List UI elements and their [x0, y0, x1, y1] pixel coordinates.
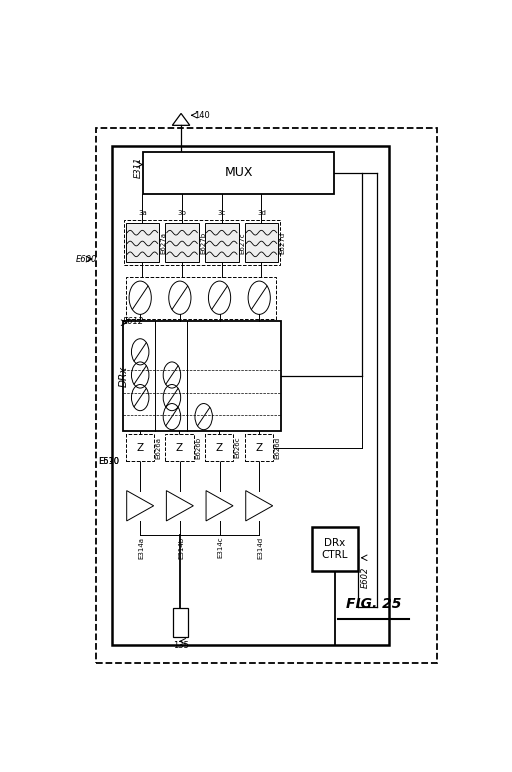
- Text: DRx: DRx: [119, 366, 129, 388]
- Text: Z: Z: [176, 442, 183, 452]
- Text: 135: 135: [173, 641, 188, 650]
- Text: E626a: E626a: [155, 436, 161, 459]
- Text: 140: 140: [194, 110, 209, 120]
- Text: E510: E510: [98, 457, 119, 466]
- Text: 3b: 3b: [178, 210, 186, 216]
- Bar: [165, 434, 194, 461]
- Text: E627c: E627c: [240, 232, 246, 253]
- Text: E612: E612: [123, 317, 144, 326]
- Text: E610: E610: [98, 457, 119, 466]
- Text: 3c: 3c: [218, 210, 226, 216]
- Bar: [112, 146, 389, 645]
- Text: FIG. 25: FIG. 25: [346, 597, 401, 611]
- Bar: [123, 321, 282, 432]
- Text: E627b: E627b: [200, 232, 206, 254]
- Bar: [125, 223, 159, 262]
- Text: E314d: E314d: [258, 537, 263, 559]
- Text: E626b: E626b: [195, 436, 201, 459]
- Bar: [173, 608, 188, 637]
- Bar: [205, 223, 239, 262]
- Text: DRx
CTRL: DRx CTRL: [322, 538, 348, 560]
- Text: E627a: E627a: [160, 232, 166, 254]
- Text: Z: Z: [216, 442, 223, 452]
- Text: Z: Z: [255, 442, 262, 452]
- Text: E626d: E626d: [274, 436, 280, 459]
- Text: E627d: E627d: [280, 232, 286, 254]
- Bar: [165, 223, 199, 262]
- Bar: [245, 223, 279, 262]
- Text: E311: E311: [134, 156, 142, 178]
- Bar: [143, 152, 334, 194]
- Text: MUX: MUX: [224, 167, 253, 179]
- Text: E314a: E314a: [138, 537, 144, 559]
- Bar: [205, 434, 233, 461]
- Bar: [312, 527, 357, 571]
- Text: E602: E602: [361, 567, 370, 587]
- Text: E314c: E314c: [218, 537, 224, 558]
- Text: 3a: 3a: [138, 210, 147, 216]
- Bar: [125, 434, 154, 461]
- Text: 3d: 3d: [257, 210, 266, 216]
- Bar: [245, 434, 273, 461]
- Text: E626c: E626c: [234, 437, 241, 459]
- Text: E600: E600: [76, 255, 97, 263]
- Bar: [125, 277, 276, 319]
- Text: Z: Z: [136, 442, 143, 452]
- Bar: [96, 128, 437, 663]
- Bar: [123, 221, 280, 265]
- Text: E314b: E314b: [178, 537, 184, 559]
